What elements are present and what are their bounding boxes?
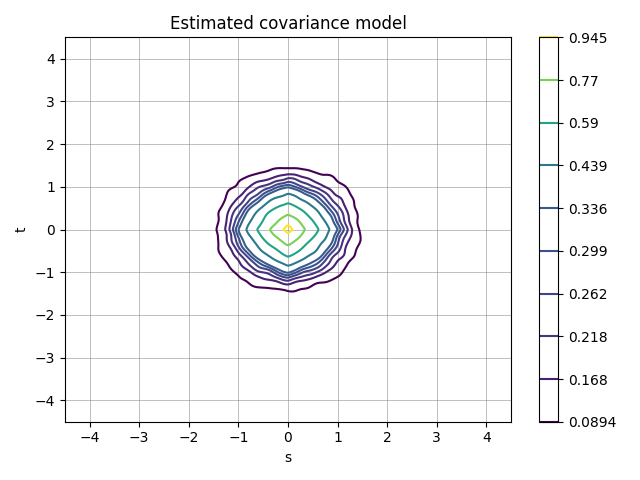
X-axis label: s: s (284, 451, 292, 465)
Y-axis label: t: t (15, 227, 29, 232)
Title: Estimated covariance model: Estimated covariance model (170, 15, 406, 33)
